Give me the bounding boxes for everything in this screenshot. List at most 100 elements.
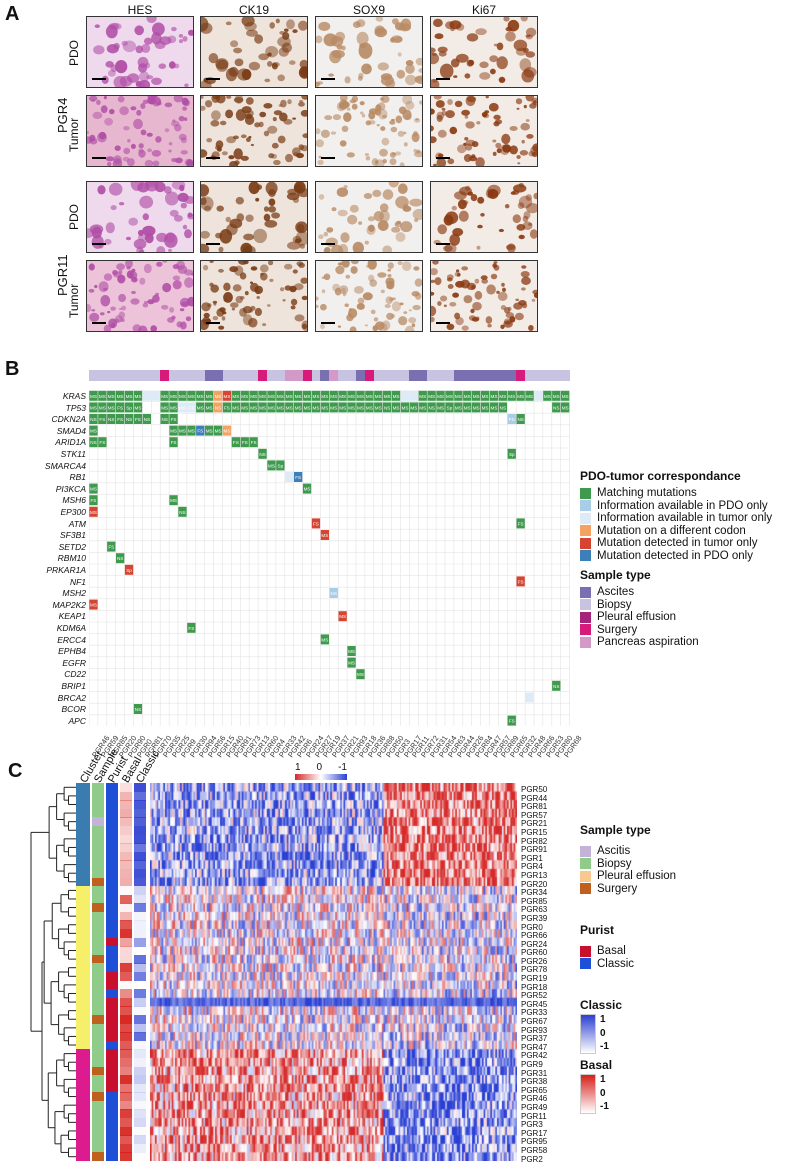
svg-text:FS: FS [171,440,177,445]
cluster-cell [76,1014,90,1024]
histology-image [200,16,308,88]
basal-tick: 0 [600,1087,606,1099]
sample-type-segment [542,370,553,381]
classic-cell [134,894,146,904]
svg-text:MS: MS [90,429,97,434]
purist-cell [106,946,118,956]
mutation-cell [489,402,499,413]
histology-image [315,260,423,332]
mutation-cell [516,576,525,587]
mutation-cell [133,390,143,401]
legend-swatch [580,525,591,537]
mutation-cell [222,390,232,401]
purist-cell [106,1057,118,1067]
svg-text:MS: MS [375,405,382,410]
row-label: PGR63 [521,905,548,915]
svg-text:MS: MS [562,394,569,399]
svg-text:FS: FS [509,417,515,422]
sample-cell [92,946,104,956]
mutation-cell [472,402,481,413]
sample-type-segment [106,370,117,381]
cluster-cell [76,834,90,844]
classic-legend-title: Classic [580,998,623,1012]
purist-cell [106,894,118,904]
basal-cell [120,1126,132,1136]
mutation-cell [436,390,445,401]
row-label: PGR38 [521,1077,548,1087]
svg-text:FS: FS [117,405,123,410]
svg-text:MS: MS [295,405,302,410]
purist-legend-title: Purist [580,923,615,937]
sample-type-segment [115,370,126,381]
row-label: PGR33 [521,1008,548,1018]
basal-cell [120,1152,132,1162]
legend-swatch [580,624,591,636]
svg-text:NS: NS [553,405,559,410]
classic-cell [134,825,146,835]
basal-cell [120,783,132,792]
sample-cell [92,800,104,810]
svg-text:NS: NS [90,417,96,422]
sample-type-segment [534,370,544,381]
basal-cell [120,954,132,964]
legend-swatch [580,883,591,895]
svg-text:MS: MS [366,405,373,410]
sample-type-segment [507,370,517,381]
sample-type-segment [356,370,366,381]
legend-label: Mutation on a different codon [597,524,746,537]
mutation-cell [160,414,169,424]
mutation-cell [516,518,525,529]
sample-cell [92,972,104,981]
expression-heatmap [150,783,517,1161]
svg-text:MS: MS [117,394,124,399]
sample-type-segment [249,370,259,381]
svg-text:MS: MS [90,394,97,399]
sample-type-segment [231,370,241,381]
mutation-cell [552,680,561,691]
row-label: PGR47 [521,1042,548,1052]
svg-text:MS: MS [241,394,248,399]
svg-text:MS: MS [277,394,284,399]
row-label: PGR57 [521,810,548,820]
mutation-cell [329,402,338,413]
mutation-cell [329,390,338,401]
sample-cell [92,834,104,844]
classic-cell [134,1152,146,1161]
mutation-cell [240,437,249,448]
histology-image [86,95,194,167]
sample-cell [92,1118,104,1128]
svg-text:MS: MS [428,394,435,399]
basal-cell [120,920,132,930]
svg-text:FS: FS [197,429,203,434]
mutation-cell [498,402,507,413]
svg-text:MS: MS [206,394,213,399]
svg-text:NS: NS [117,556,123,561]
mutation-cell [107,402,116,413]
basal-gradient [580,1074,596,1114]
svg-text:FS: FS [509,719,515,724]
mutation-cell [276,460,285,471]
gene-label: BRIP1 [61,681,86,691]
classic-cell [134,808,146,818]
cluster-cell [76,1083,90,1093]
mutation-cell [480,402,490,413]
cluster-cell [76,1023,90,1033]
row-label: PGR37 [521,1034,548,1044]
sample-type-segment [391,370,401,381]
mutation-cell [196,390,205,401]
mutation-cell [552,390,561,401]
sample-type-segment [284,370,295,381]
sample-type-segment [240,370,250,381]
cluster-cell [76,817,90,827]
purist-cell [106,920,118,930]
mutation-cell [561,402,570,413]
sample-type-segment [525,370,535,381]
svg-text:MS: MS [455,405,462,410]
row-label: PGR65 [521,1085,548,1095]
classic-cell [134,1014,146,1024]
legend-item: Basal [580,945,780,958]
sample-type-segment [453,370,464,381]
row-label: PGR81 [521,802,548,812]
sample-type-segment [160,370,170,381]
sample-type-segment [151,370,161,381]
